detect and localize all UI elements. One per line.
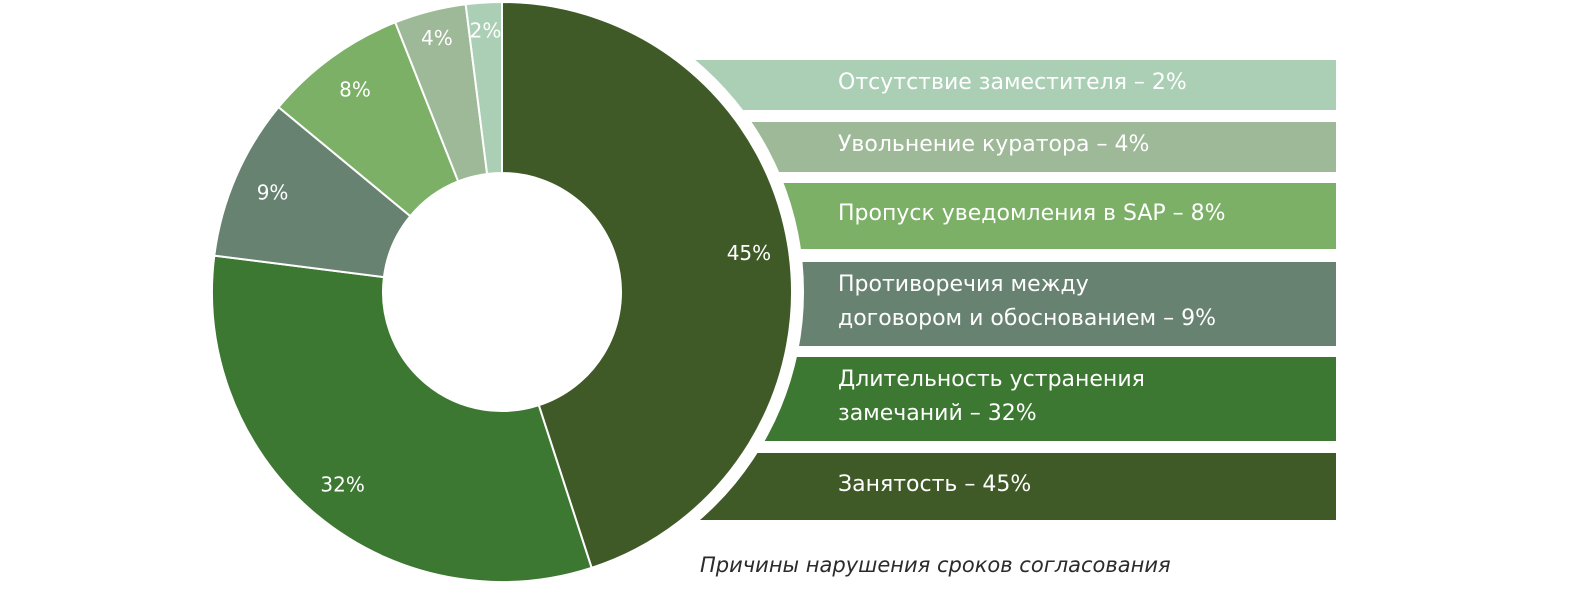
pie-slice <box>211 254 593 583</box>
chart-caption: Причины нарушения сроков согласования <box>700 553 1171 577</box>
slice-value-label: 4% <box>421 26 453 50</box>
legend-entry: Увольнение куратора – 4% <box>838 132 1150 157</box>
legend-entry: Длительность устранения замечаний – 32% <box>838 367 1145 426</box>
slice-value-label: 2% <box>470 19 502 43</box>
legend-entry: Пропуск уведомления в SAP – 8% <box>838 201 1226 226</box>
slice-value-label: 9% <box>257 181 289 205</box>
legend-entry: Занятость – 45% <box>838 471 1032 497</box>
legend-entry: Отсутствие заместителя – 2% <box>838 70 1187 95</box>
pie-slice <box>464 0 503 176</box>
slice-value-label: 32% <box>320 473 364 497</box>
pie-slice <box>501 0 793 570</box>
slice-value-label: 8% <box>339 78 371 102</box>
slice-value-label: 45% <box>727 241 771 265</box>
legend-entry: Противоречия между договором и обоснован… <box>838 272 1216 331</box>
